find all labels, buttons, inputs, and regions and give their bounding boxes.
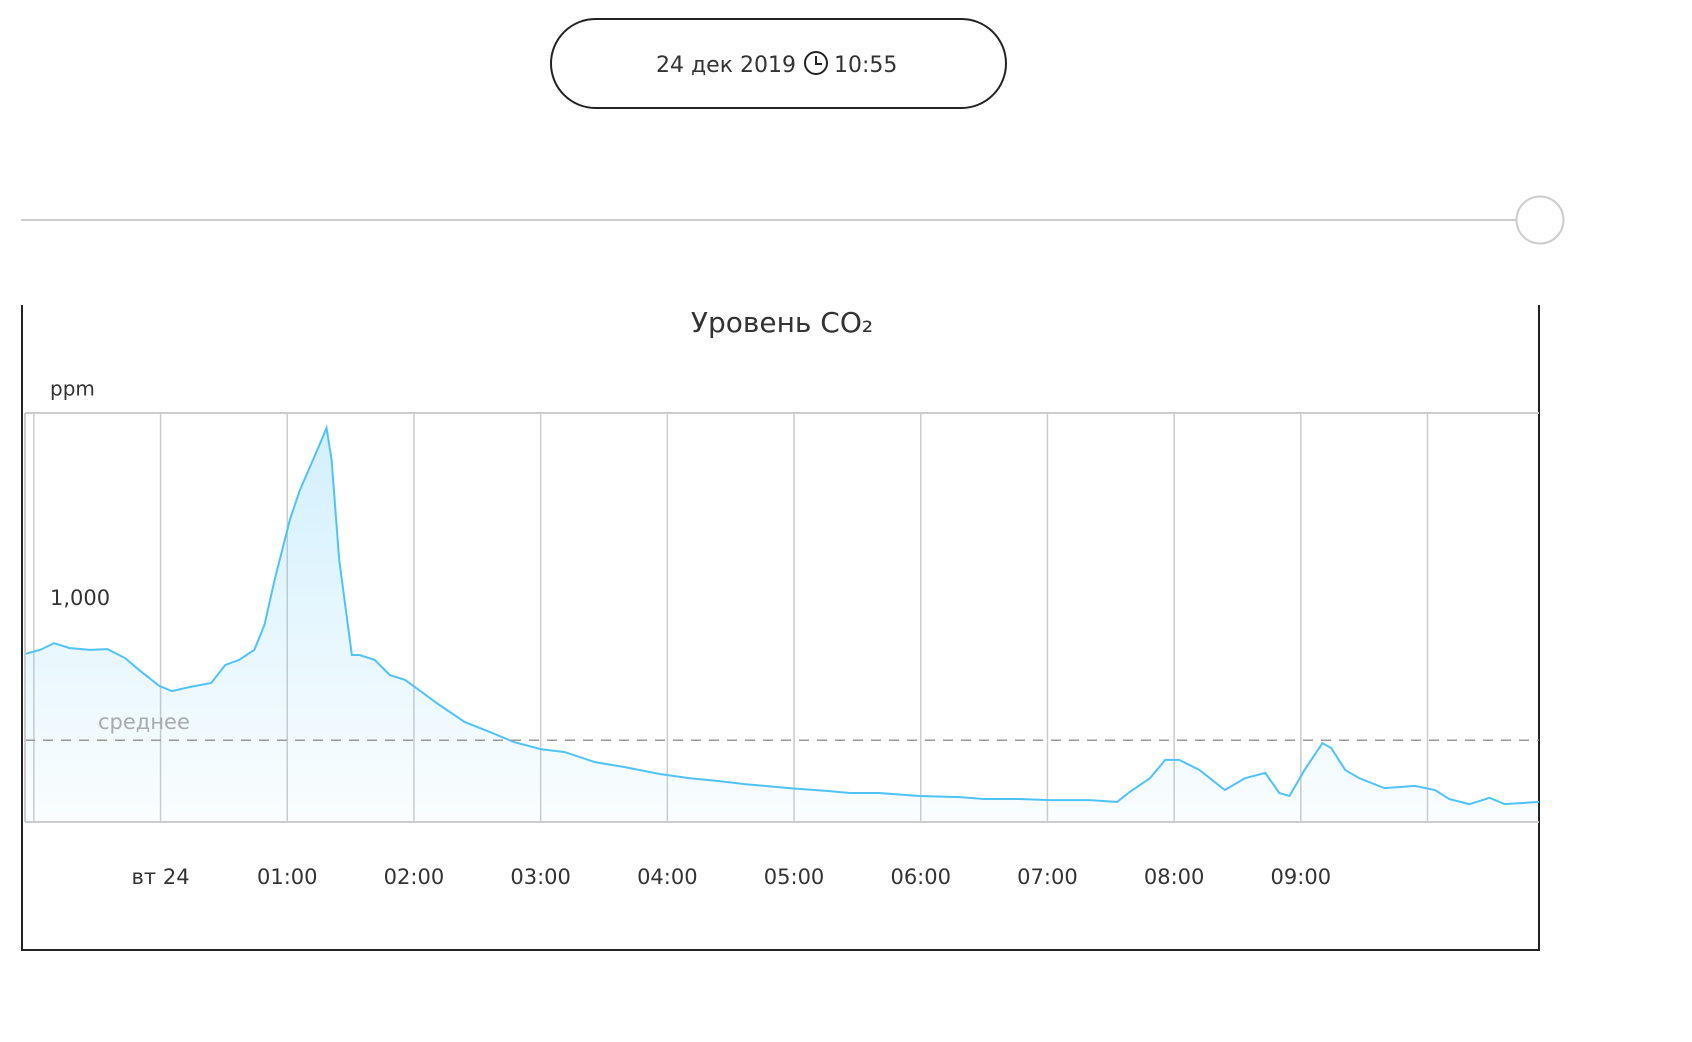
x-tick-label: 03:00: [510, 865, 571, 889]
date-text: 24 дек 2019: [656, 53, 796, 78]
slider-knob[interactable]: [1515, 195, 1565, 245]
clock-icon: [804, 51, 828, 75]
x-tick-label: 06:00: [890, 865, 951, 889]
x-tick-label: 07:00: [1017, 865, 1078, 889]
x-tick-label: 08:00: [1144, 865, 1205, 889]
x-tick-label: 09:00: [1271, 865, 1332, 889]
y-tick-label: 1,000: [50, 586, 110, 610]
x-tick-label: 05:00: [764, 865, 825, 889]
date-button[interactable]: [550, 18, 1007, 109]
x-tick-label: 01:00: [257, 865, 318, 889]
chart-frame: [21, 305, 1540, 951]
x-tick-label: 04:00: [637, 865, 698, 889]
time-text: 10:55: [834, 53, 897, 78]
average-label: среднее: [98, 710, 190, 734]
x-tick-label: 02:00: [384, 865, 445, 889]
y-axis-label: ppm: [50, 377, 95, 401]
area-fill: [25, 427, 1539, 822]
x-tick-label: вт 24: [132, 865, 190, 889]
chart-title: Уровень CO₂: [691, 306, 873, 339]
line: [24, 424, 1540, 806]
plot: вт 24 01:00 02:00 03:00 04:00 05:00 06:00 07:00…: [24, 412, 1540, 889]
